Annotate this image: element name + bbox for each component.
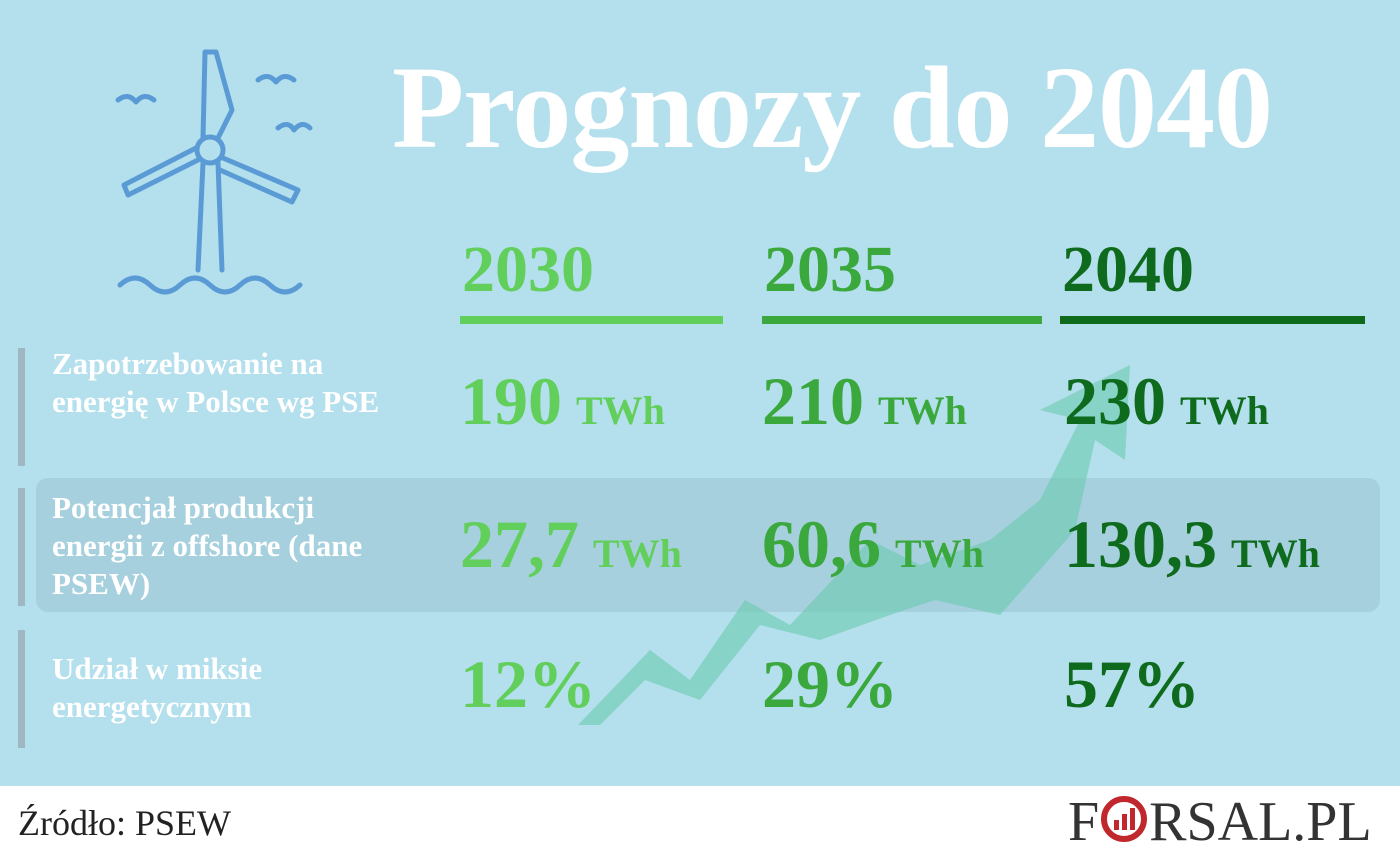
logo-text: RSAL.PL: [1149, 791, 1372, 853]
wind-turbine-icon: [115, 49, 313, 295]
cell-value: 29%: [762, 646, 898, 722]
cell-unit: TWh: [576, 388, 665, 433]
row-label: Udział w miksie energetycznym: [52, 651, 263, 724]
cell-value: 210: [762, 363, 864, 439]
cell-value: 130,3: [1064, 506, 1217, 582]
cell-unit: TWh: [878, 388, 967, 433]
row-marker: [18, 488, 25, 606]
cell: 210 TWh: [762, 362, 967, 441]
cell-value: 230: [1064, 363, 1166, 439]
row-highlight: [36, 478, 1380, 612]
infographic: Prognozy do 2040 2030 2035 2040 Zapotrze…: [0, 0, 1400, 786]
row-marker: [18, 630, 25, 748]
cell-unit: TWh: [1231, 531, 1320, 576]
row-marker: [18, 348, 25, 466]
decoration: [115, 49, 1130, 725]
cell: 29%: [762, 645, 898, 724]
logo: F RSAL.PL: [1068, 790, 1372, 854]
cell-unit: TWh: [593, 531, 682, 576]
cell-value: 27,7: [460, 506, 579, 582]
cell-value: 57%: [1064, 646, 1200, 722]
title: Prognozy do 2040: [392, 42, 1273, 173]
row-label: Potencjał produkcji energii z offshore (…: [52, 490, 363, 601]
logo-icon: [1101, 796, 1148, 842]
cell: 190 TWh: [460, 362, 665, 441]
cell-value: 12%: [460, 646, 596, 722]
cell: 130,3 TWh: [1064, 505, 1320, 584]
source: Źródło: PSEW: [18, 803, 231, 843]
column-header: 2040: [1062, 233, 1194, 306]
column-underline: [762, 316, 1042, 324]
cell-unit: TWh: [895, 531, 984, 576]
column-header: 2035: [764, 233, 896, 306]
cell: 27,7 TWh: [460, 505, 682, 584]
column-header: 2030: [462, 233, 594, 306]
cell: 60,6 TWh: [762, 505, 984, 584]
cell: 57%: [1064, 645, 1200, 724]
cell-value: 60,6: [762, 506, 881, 582]
cell-value: 190: [460, 363, 562, 439]
logo-text: F: [1068, 791, 1100, 853]
cell-unit: TWh: [1180, 388, 1269, 433]
trend-arrow: [578, 365, 1130, 725]
cell: 230 TWh: [1064, 362, 1269, 441]
column-underline: [1060, 316, 1365, 324]
row-label: Zapotrzebowanie na energię w Polsce wg P…: [52, 346, 380, 419]
cell: 12%: [460, 645, 596, 724]
column-underline: [460, 316, 723, 324]
